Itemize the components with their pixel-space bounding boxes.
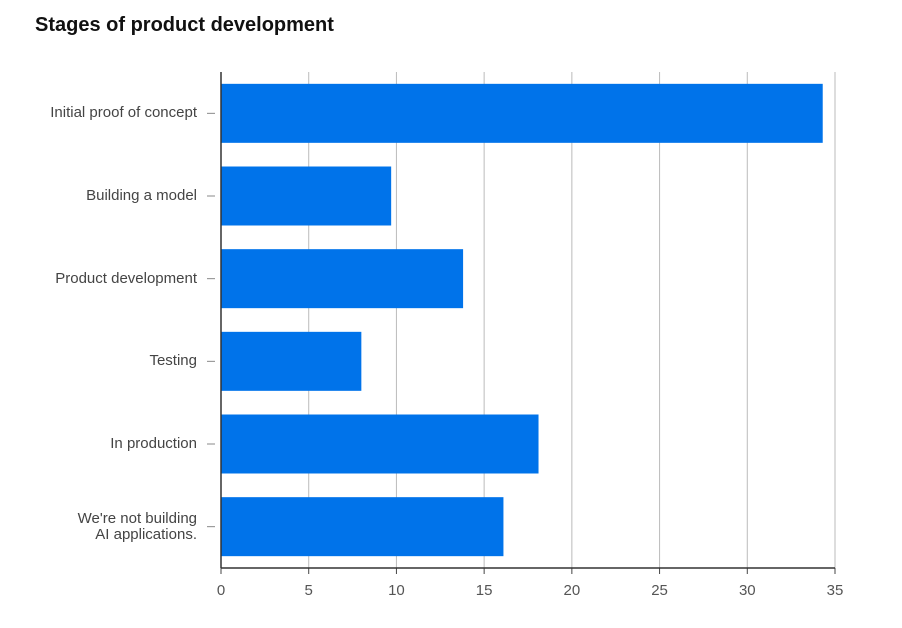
- y-tick-label: Testing: [149, 352, 197, 370]
- x-tick-label: 35: [827, 582, 844, 599]
- x-tick-label: 25: [651, 582, 668, 599]
- y-tick-label: We're not building AI applications.: [77, 509, 197, 543]
- bar: [221, 331, 362, 391]
- bar: [221, 249, 464, 309]
- x-tick-label: 10: [388, 582, 405, 599]
- bar: [221, 83, 823, 143]
- bar: [221, 166, 392, 226]
- bar: [221, 414, 539, 474]
- y-tick-label: In production: [110, 435, 197, 452]
- y-tick-label: Building a model: [86, 187, 197, 204]
- y-tick-label: Product development: [55, 269, 197, 287]
- x-tick-label: 30: [739, 582, 756, 599]
- x-tick-label: 0: [217, 582, 225, 599]
- x-tick-label: 20: [564, 582, 581, 599]
- x-tick-label: 15: [476, 582, 493, 599]
- chart-title: Stages of product development: [35, 14, 334, 36]
- x-tick-label: 5: [305, 582, 313, 599]
- y-tick-label: Initial proof of concept: [50, 104, 197, 122]
- bar: [221, 497, 504, 557]
